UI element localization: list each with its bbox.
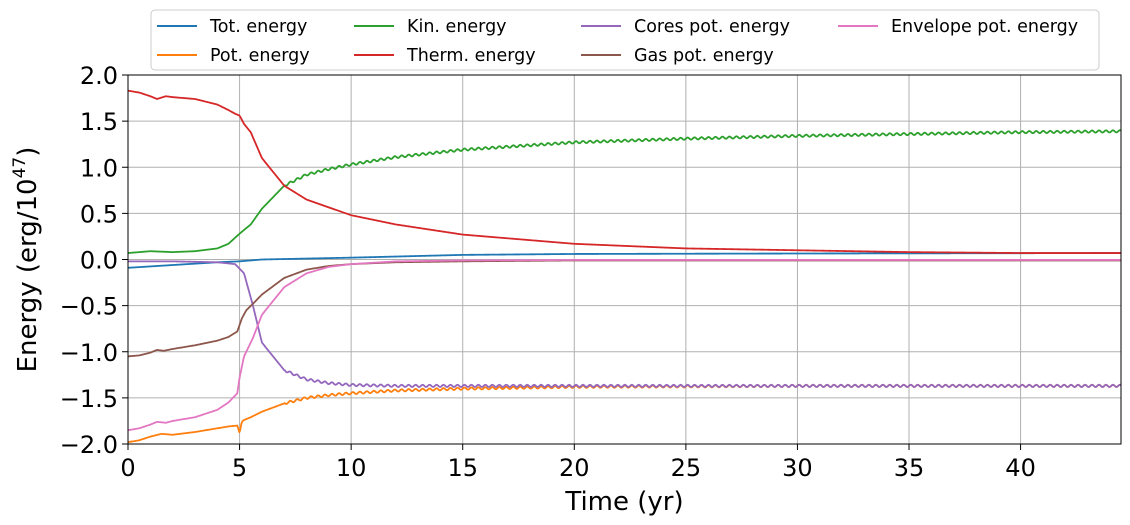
series-line-4 <box>127 260 1122 388</box>
legend-entry-label: Pot. energy <box>210 46 310 66</box>
legend-entry-label: Kin. energy <box>407 17 507 37</box>
legend: Tot. energy Pot. energy Kin. energy Therm. … <box>150 9 1100 71</box>
y-tick-label: −1.5 <box>60 385 118 413</box>
x-tick-label: 25 <box>671 454 702 482</box>
axis-ticks: 0 5 10 15 20 25 30 35 40 −2.0 −1.5 −1.0 −0.5 0.0 0.5 1.… <box>60 62 1036 482</box>
x-tick-label: 35 <box>894 454 925 482</box>
x-tick-label: 10 <box>336 454 367 482</box>
x-tick-label: 0 <box>120 454 135 482</box>
x-axis-label: Time (yr) <box>564 487 683 517</box>
series-line-3 <box>127 89 1122 254</box>
legend-entry-label: Tot. energy <box>209 17 307 37</box>
y-tick-label: 2.0 <box>80 62 118 90</box>
y-tick-label: −1.0 <box>60 339 118 367</box>
legend-entry-label: Cores pot. energy <box>634 17 790 37</box>
series-lines <box>127 89 1122 444</box>
y-tick-label: 0.5 <box>80 200 118 228</box>
y-tick-label: −0.5 <box>60 293 118 321</box>
legend-entry-label: Envelope pot. energy <box>891 17 1078 37</box>
y-axis-label-prefix: Energy (erg/10 <box>13 178 43 372</box>
series-line-6 <box>127 259 1122 432</box>
x-tick-label: 15 <box>447 454 478 482</box>
y-axis-label-exponent: 47 <box>10 157 30 179</box>
y-tick-label: 0.0 <box>80 247 118 275</box>
y-axis-label-suffix: ) <box>13 147 43 157</box>
x-tick-label: 20 <box>559 454 590 482</box>
x-tick-label: 30 <box>782 454 813 482</box>
legend-entry-label: Therm. energy <box>406 46 536 66</box>
y-tick-label: 1.5 <box>80 108 118 136</box>
series-line-1 <box>127 383 1122 444</box>
y-tick-label: 1.0 <box>80 154 118 182</box>
x-tick-label: 5 <box>232 454 247 482</box>
series-line-5 <box>127 259 1122 358</box>
legend-entry-label: Gas pot. energy <box>634 46 774 66</box>
series-line-2 <box>127 129 1122 254</box>
x-tick-label: 40 <box>1005 454 1036 482</box>
y-axis-label: Energy (erg/1047) <box>10 147 43 373</box>
y-tick-label: −2.0 <box>60 431 118 459</box>
